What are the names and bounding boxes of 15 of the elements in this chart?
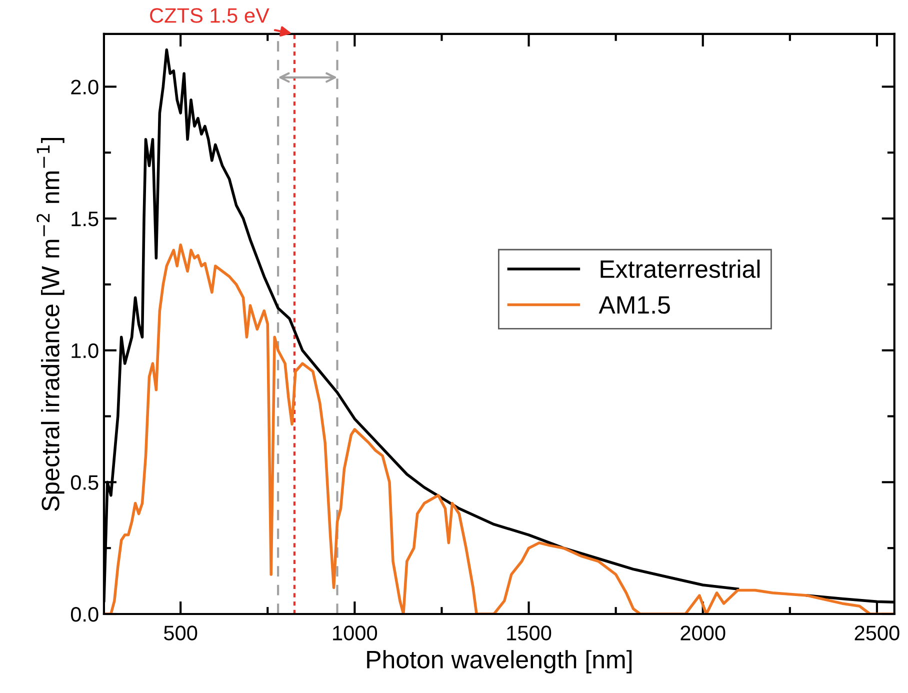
legend-label: AM1.5 bbox=[598, 296, 670, 314]
y-tick-label: 0.0 bbox=[70, 607, 98, 622]
y-axis-title: Spectral irradiance [W m$^{−2}$ nm$^{−1}$] bbox=[36, 138, 64, 511]
y-tick-label: 1.5 bbox=[72, 212, 98, 226]
x-tick-label: 2500 bbox=[854, 626, 900, 640]
x-axis-title: Photon wavelength [nm] bbox=[367, 650, 632, 674]
y-tick-label: 2.0 bbox=[71, 80, 98, 94]
x-tick-label: 2000 bbox=[680, 626, 726, 640]
legend-label: Extraterrestrial bbox=[600, 260, 760, 278]
x-tick-label: 1500 bbox=[507, 626, 552, 640]
x-tick-label: 500 bbox=[164, 626, 198, 640]
y-tick-label: 0.5 bbox=[70, 475, 98, 490]
y-tick-label: 1.0 bbox=[72, 343, 98, 358]
ref-line-label: CZTS 1.5 eV bbox=[150, 8, 270, 23]
x-tick-label: 1000 bbox=[333, 626, 378, 640]
